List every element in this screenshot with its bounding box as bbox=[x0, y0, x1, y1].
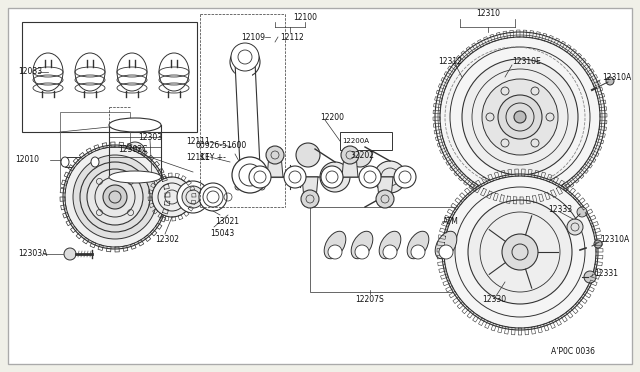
Circle shape bbox=[296, 143, 320, 167]
Circle shape bbox=[230, 47, 260, 77]
Circle shape bbox=[355, 245, 369, 259]
Ellipse shape bbox=[109, 118, 161, 132]
Circle shape bbox=[374, 161, 406, 193]
Ellipse shape bbox=[435, 231, 457, 259]
Text: 12310A: 12310A bbox=[602, 73, 631, 81]
Text: 12200A: 12200A bbox=[342, 138, 369, 144]
Ellipse shape bbox=[324, 231, 346, 259]
Circle shape bbox=[266, 146, 284, 164]
Circle shape bbox=[152, 177, 192, 217]
Text: 12033: 12033 bbox=[18, 67, 42, 77]
Text: 00926-51600: 00926-51600 bbox=[195, 141, 246, 151]
Text: 12330: 12330 bbox=[482, 295, 506, 305]
Circle shape bbox=[514, 111, 526, 123]
Text: 12303A: 12303A bbox=[18, 250, 47, 259]
Polygon shape bbox=[377, 177, 393, 199]
Circle shape bbox=[177, 181, 209, 213]
Polygon shape bbox=[235, 62, 260, 167]
Ellipse shape bbox=[61, 157, 69, 167]
Text: 12303C: 12303C bbox=[118, 145, 147, 154]
Circle shape bbox=[240, 172, 250, 182]
Text: A'P0C 0036: A'P0C 0036 bbox=[551, 347, 595, 356]
Text: 12310: 12310 bbox=[476, 10, 500, 19]
Circle shape bbox=[64, 248, 76, 260]
Circle shape bbox=[199, 183, 227, 211]
Circle shape bbox=[73, 155, 157, 239]
Circle shape bbox=[235, 184, 241, 190]
Text: 12111: 12111 bbox=[186, 153, 210, 161]
Text: 13021: 13021 bbox=[215, 218, 239, 227]
Polygon shape bbox=[267, 155, 283, 177]
Bar bbox=[310, 207, 470, 292]
Circle shape bbox=[376, 190, 394, 208]
Polygon shape bbox=[302, 177, 318, 199]
Text: 12310A: 12310A bbox=[600, 234, 629, 244]
Text: 12207S: 12207S bbox=[356, 295, 385, 305]
Circle shape bbox=[482, 79, 558, 155]
Ellipse shape bbox=[91, 157, 99, 167]
Circle shape bbox=[411, 245, 425, 259]
Bar bbox=[340, 132, 392, 150]
Circle shape bbox=[341, 146, 359, 164]
Circle shape bbox=[103, 185, 127, 209]
Circle shape bbox=[259, 184, 265, 190]
Text: 12111: 12111 bbox=[186, 138, 210, 147]
Circle shape bbox=[63, 145, 167, 249]
Circle shape bbox=[435, 32, 605, 202]
Polygon shape bbox=[342, 155, 358, 177]
Circle shape bbox=[87, 169, 143, 225]
Circle shape bbox=[383, 245, 397, 259]
Circle shape bbox=[439, 245, 453, 259]
Circle shape bbox=[594, 240, 602, 248]
Text: 12302: 12302 bbox=[155, 235, 179, 244]
Circle shape bbox=[249, 166, 271, 188]
Circle shape bbox=[359, 166, 381, 188]
Circle shape bbox=[498, 95, 542, 139]
Circle shape bbox=[284, 166, 306, 188]
Text: 12010: 12010 bbox=[15, 155, 39, 164]
Circle shape bbox=[232, 157, 268, 193]
Circle shape bbox=[182, 186, 204, 208]
Text: ATM: ATM bbox=[443, 218, 459, 227]
Circle shape bbox=[567, 219, 583, 235]
Ellipse shape bbox=[379, 231, 401, 259]
Ellipse shape bbox=[407, 231, 429, 259]
Text: 12331: 12331 bbox=[594, 269, 618, 278]
Circle shape bbox=[462, 59, 578, 175]
Circle shape bbox=[348, 143, 372, 167]
Ellipse shape bbox=[109, 171, 161, 183]
Text: 12112: 12112 bbox=[280, 32, 304, 42]
Circle shape bbox=[320, 162, 350, 192]
Circle shape bbox=[328, 245, 342, 259]
Text: 12312: 12312 bbox=[438, 58, 462, 67]
Ellipse shape bbox=[351, 231, 373, 259]
Text: 12303: 12303 bbox=[138, 132, 162, 141]
Circle shape bbox=[321, 166, 343, 188]
Circle shape bbox=[468, 200, 572, 304]
Text: 12109: 12109 bbox=[241, 32, 265, 42]
Ellipse shape bbox=[223, 188, 233, 206]
Circle shape bbox=[231, 43, 259, 71]
Circle shape bbox=[125, 142, 145, 162]
Text: 32202: 32202 bbox=[350, 151, 374, 160]
Text: 12333: 12333 bbox=[548, 205, 572, 214]
Circle shape bbox=[584, 271, 596, 283]
Text: 12310E: 12310E bbox=[512, 58, 541, 67]
Circle shape bbox=[606, 77, 614, 85]
Circle shape bbox=[502, 234, 538, 270]
Text: KEY +-: KEY +- bbox=[200, 153, 226, 161]
Circle shape bbox=[442, 174, 598, 330]
Text: 12200: 12200 bbox=[320, 112, 344, 122]
Circle shape bbox=[577, 207, 587, 217]
Bar bbox=[22, 22, 197, 132]
Circle shape bbox=[301, 190, 319, 208]
Bar bbox=[65, 157, 95, 167]
Text: 15043: 15043 bbox=[210, 230, 234, 238]
Circle shape bbox=[394, 166, 416, 188]
Bar bbox=[60, 112, 130, 187]
Text: 12100: 12100 bbox=[293, 13, 317, 22]
